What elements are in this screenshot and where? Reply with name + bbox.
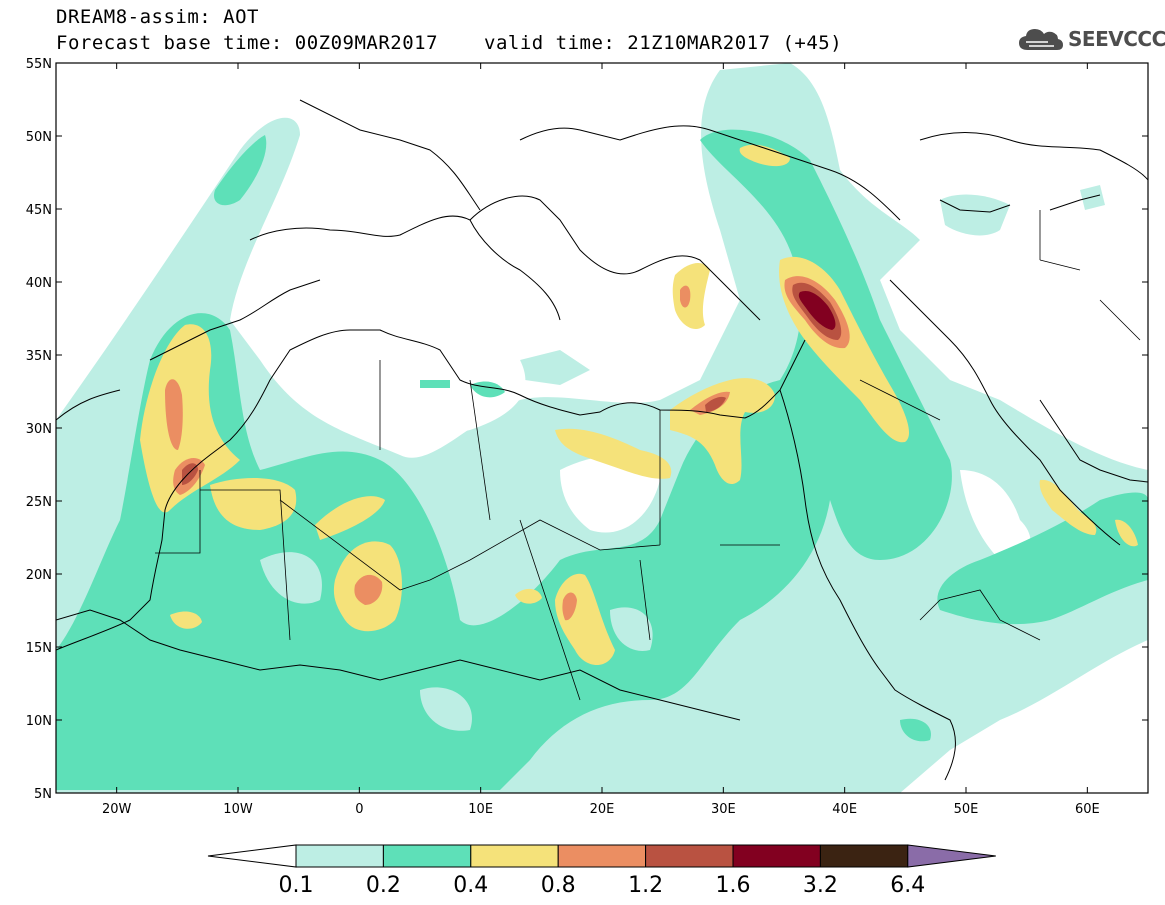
lat-tick-label: 25N <box>26 495 52 510</box>
lat-tick-label: 35N <box>26 349 52 364</box>
lon-tick-label: 20E <box>590 802 615 817</box>
colorbar-swatch <box>557 844 647 868</box>
colorbar-swatch <box>295 844 384 868</box>
forecast-base-time: Forecast base time: 00Z09MAR2017 <box>56 32 439 54</box>
colorbar-swatch <box>470 844 559 868</box>
colorbar-max-arrow <box>907 844 996 868</box>
lat-tick-label: 45N <box>26 203 52 218</box>
colorbar-min-arrow <box>207 844 297 868</box>
lon-tick-label: 60E <box>1075 802 1100 817</box>
valid-time: valid time: 21Z10MAR2017 (+45) <box>484 32 843 54</box>
lat-tick-label: 55N <box>26 57 52 72</box>
lon-tick-label: 50E <box>954 802 979 817</box>
seevccc-logo: SEEVCCC <box>1018 26 1165 52</box>
map-title: DREAM8-assim: AOT <box>56 6 259 28</box>
lat-tick-label: 50N <box>26 130 52 145</box>
lon-tick-label: 0 <box>355 802 363 817</box>
colorbar-label: 6.4 <box>890 873 925 898</box>
logo-text: SEEVCCC <box>1068 27 1165 51</box>
colorbar-label: 0.1 <box>279 873 314 898</box>
lat-tick-label: 15N <box>26 641 52 656</box>
colorbar-label: 0.4 <box>453 873 488 898</box>
lat-tick-label: 40N <box>26 276 52 291</box>
aot-field <box>56 63 1148 793</box>
aot-level-1.6 <box>798 290 836 330</box>
lat-tick-label: 10N <box>26 714 52 729</box>
colorbar: 0.1 0.2 0.4 0.8 1.2 1.6 3.2 6.4 <box>207 844 996 898</box>
lon-tick-label: 10E <box>468 802 493 817</box>
aot-level-0.1-islands <box>260 552 653 731</box>
lat-tick-label: 20N <box>26 568 52 583</box>
political-boundaries <box>155 210 1141 701</box>
colorbar-swatch <box>819 844 909 868</box>
longitude-axis: 20W 10W 0 10E 20E 30E 40E 50E 60E <box>102 63 1100 817</box>
aot-level-0.2 <box>56 129 1148 790</box>
colorbar-label: 0.8 <box>541 873 576 898</box>
colorbar-label: 1.6 <box>716 873 751 898</box>
lat-tick-label: 5N <box>34 787 52 802</box>
latitude-axis: 5N 10N 15N 20N 25N 30N 35N 40N 45N 50N 55N <box>26 57 1148 802</box>
lon-tick-label: 30E <box>711 802 736 817</box>
lat-tick-label: 30N <box>26 422 52 437</box>
lon-tick-label: 40E <box>832 802 857 817</box>
colorbar-swatch <box>732 844 821 868</box>
coastlines-borders <box>56 99 1148 781</box>
colorbar-swatch <box>645 844 734 868</box>
colorbar-label: 1.2 <box>628 873 663 898</box>
colorbar-label: 0.2 <box>366 873 401 898</box>
colorbar-label: 3.2 <box>803 873 838 898</box>
lon-tick-label: 10W <box>223 802 253 817</box>
cloud-icon <box>1019 29 1063 50</box>
colorbar-swatch <box>382 844 472 868</box>
lon-tick-label: 20W <box>102 802 132 817</box>
